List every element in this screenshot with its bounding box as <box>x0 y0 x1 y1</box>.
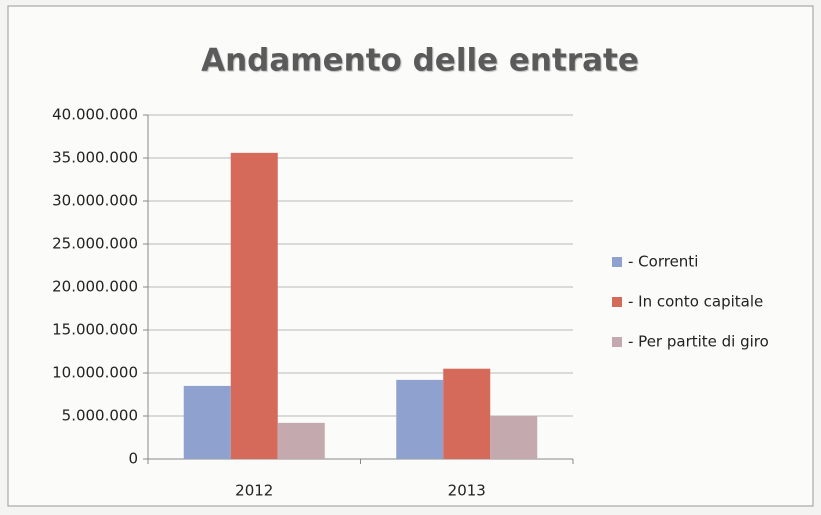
bar <box>396 379 444 459</box>
y-tick-label: 30.000.000 <box>52 192 138 210</box>
y-tick-label: 15.000.000 <box>52 321 138 339</box>
y-tick-label: 25.000.000 <box>52 235 138 253</box>
x-tick-label: 2013 <box>448 482 486 500</box>
bar <box>277 422 325 459</box>
y-tick-label: 10.000.000 <box>52 364 138 382</box>
legend-label: - In conto capitale <box>628 293 763 311</box>
y-tick-label: 40.000.000 <box>52 106 138 124</box>
bar <box>183 385 231 459</box>
x-tick-label: 2012 <box>235 482 273 500</box>
legend-label: - Correnti <box>628 253 698 271</box>
legend-label: - Per partite di giro <box>628 333 769 351</box>
y-tick-label: 35.000.000 <box>52 149 138 167</box>
legend-swatch <box>612 297 622 307</box>
bar <box>443 368 491 459</box>
chart-title: Andamento delle entrate <box>201 43 639 79</box>
bar <box>230 152 278 459</box>
y-tick-label: 20.000.000 <box>52 278 138 296</box>
y-tick-label: 5.000.000 <box>62 407 138 425</box>
legend-swatch <box>612 257 622 267</box>
y-tick-label: 0 <box>128 450 138 468</box>
legend-swatch <box>612 337 622 347</box>
bar <box>490 416 538 459</box>
